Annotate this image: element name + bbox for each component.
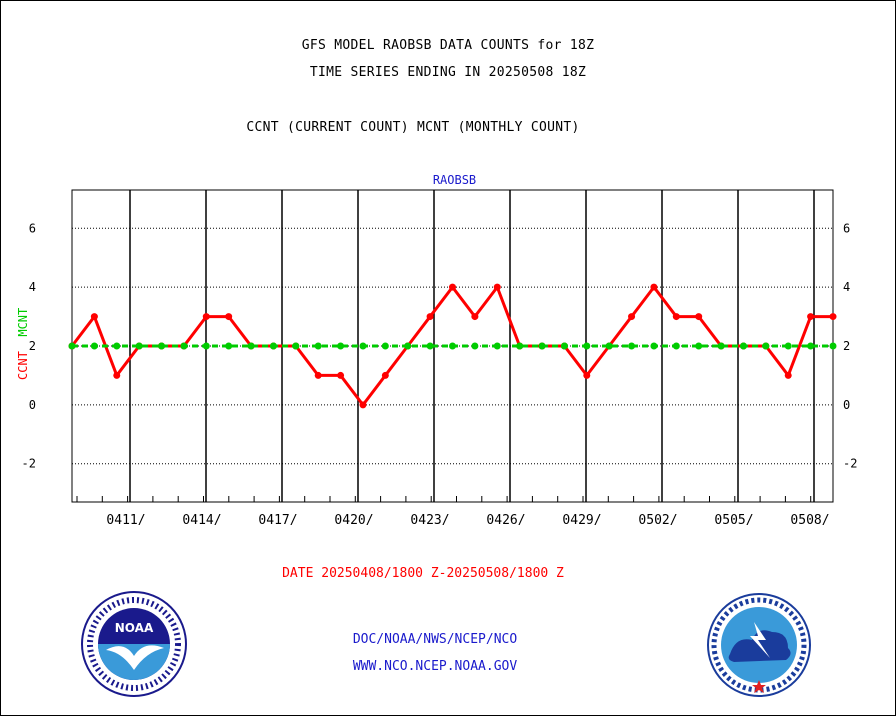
data-point-ccnt <box>650 283 658 291</box>
data-point-mcnt <box>381 342 389 350</box>
chart-title-line2: TIME SERIES ENDING IN 20250508 18Z <box>309 65 587 80</box>
data-point-mcnt <box>225 342 233 350</box>
y-tick-label-left: 6 <box>29 221 36 235</box>
y-tick-label-right: 4 <box>843 280 850 294</box>
data-point-ccnt <box>628 313 636 321</box>
nws-logo <box>707 593 811 697</box>
data-point-ccnt <box>695 313 703 321</box>
data-point-ccnt <box>113 371 121 379</box>
data-point-mcnt <box>158 342 166 350</box>
data-point-mcnt <box>247 342 255 350</box>
y-tick-label-left: 2 <box>29 339 36 353</box>
data-point-mcnt <box>135 342 143 350</box>
y-tick-label-left: 4 <box>29 280 36 294</box>
svg-text:NOAA: NOAA <box>115 621 154 635</box>
data-point-mcnt <box>628 342 636 350</box>
data-point-mcnt <box>404 342 412 350</box>
data-point-ccnt <box>90 313 98 321</box>
data-point-ccnt <box>225 313 233 321</box>
data-point-ccnt <box>337 371 345 379</box>
data-point-mcnt <box>90 342 98 350</box>
data-point-ccnt <box>359 401 367 409</box>
data-point-ccnt <box>381 371 389 379</box>
data-point-mcnt <box>717 342 725 350</box>
data-point-ccnt <box>314 371 322 379</box>
data-point-ccnt <box>426 313 434 321</box>
data-point-ccnt <box>784 371 792 379</box>
y-tick-label-right: 0 <box>843 398 850 412</box>
date-range-caption: DATE 20250408/1800 Z-20250508/1800 Z <box>282 566 564 581</box>
data-point-ccnt <box>829 313 837 321</box>
data-point-mcnt <box>762 342 770 350</box>
chart-legend-line: CCNT (CURRENT COUNT) MCNT (MONTHLY COUNT… <box>246 120 580 135</box>
y-tick-label-left: -2 <box>22 457 36 471</box>
data-point-mcnt <box>426 342 434 350</box>
data-point-mcnt <box>269 342 277 350</box>
data-point-mcnt <box>560 342 568 350</box>
data-point-mcnt <box>359 342 367 350</box>
data-point-mcnt <box>516 342 524 350</box>
x-tick-label: 0420/ <box>334 513 373 528</box>
data-point-mcnt <box>493 342 501 350</box>
data-point-mcnt <box>672 342 680 350</box>
x-tick-label: 0429/ <box>562 513 601 528</box>
x-tick-label: 0426/ <box>486 513 525 528</box>
panel-title: RAOBSB <box>433 173 476 187</box>
data-point-mcnt <box>829 342 837 350</box>
y-tick-label-right: -2 <box>843 457 857 471</box>
y-tick-label-right: 6 <box>843 221 850 235</box>
data-point-mcnt <box>583 342 591 350</box>
data-point-mcnt <box>337 342 345 350</box>
x-tick-label: 0411/ <box>106 513 145 528</box>
credit-line-2: WWW.NCO.NCEP.NOAA.GOV <box>352 659 518 674</box>
data-point-mcnt <box>807 342 815 350</box>
noaa-logo: NOAA <box>81 591 187 697</box>
data-point-mcnt <box>202 342 210 350</box>
data-point-mcnt <box>292 342 300 350</box>
x-tick-label: 0414/ <box>182 513 221 528</box>
data-point-ccnt <box>493 283 501 291</box>
data-point-ccnt <box>583 371 591 379</box>
data-point-mcnt <box>739 342 747 350</box>
data-point-mcnt <box>180 342 188 350</box>
line-chart: 6 6 4 4 2 2 0 0 -2 -2 0411/0414/0417/0420/0423/042… <box>22 173 858 528</box>
data-point-mcnt <box>113 342 121 350</box>
y-tick-label-left: 0 <box>29 398 36 412</box>
data-point-ccnt <box>202 313 210 321</box>
data-point-mcnt <box>538 342 546 350</box>
data-point-ccnt <box>449 283 456 291</box>
x-tick-label: 0508/ <box>790 513 829 528</box>
data-point-mcnt <box>695 342 703 350</box>
data-point-ccnt <box>807 313 815 321</box>
y-tick-label-right: 2 <box>843 339 850 353</box>
data-point-mcnt <box>449 342 456 350</box>
data-point-mcnt <box>650 342 658 350</box>
data-point-mcnt <box>471 342 479 350</box>
x-tick-label: 0423/ <box>410 513 449 528</box>
data-point-mcnt <box>605 342 613 350</box>
data-point-mcnt <box>784 342 792 350</box>
x-tick-label: 0502/ <box>638 513 677 528</box>
x-tick-label: 0417/ <box>258 513 297 528</box>
data-point-mcnt <box>68 342 76 350</box>
data-point-mcnt <box>314 342 322 350</box>
credit-line-1: DOC/NOAA/NWS/NCEP/NCO <box>352 632 518 647</box>
data-point-ccnt <box>672 313 680 321</box>
x-tick-label: 0505/ <box>714 513 753 528</box>
chart-title-line1: GFS MODEL RAOBSB DATA COUNTS for 18Z <box>301 38 595 53</box>
data-point-ccnt <box>471 313 479 321</box>
